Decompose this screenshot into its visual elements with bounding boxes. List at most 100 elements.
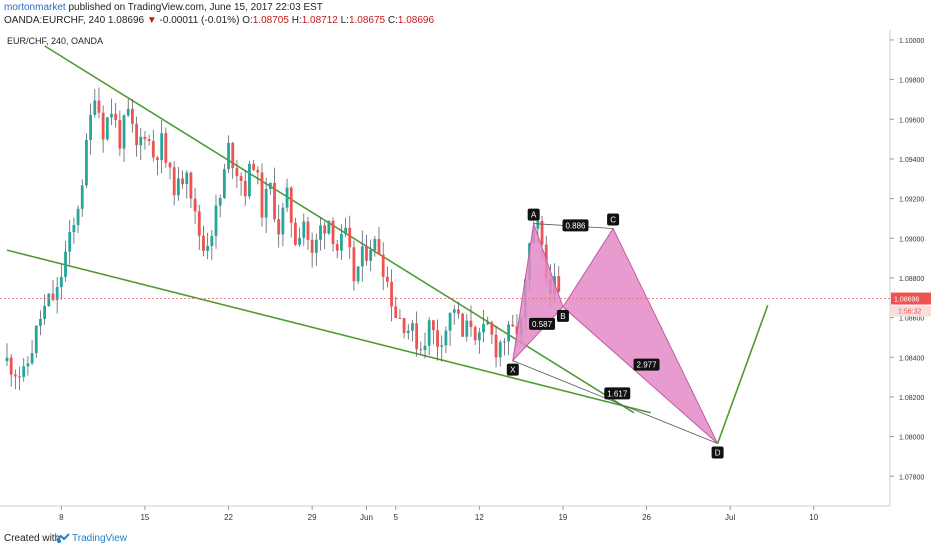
candle-body [448,312,452,331]
countdown-box [891,305,931,317]
ratio-label: 0.886 [565,221,586,230]
candle-body [34,325,38,354]
candle-body [557,276,561,292]
candle-body [385,276,389,282]
candle-body [503,341,506,343]
y-axis-tick-label: 1.10000 [899,38,924,45]
y-axis-tick-label: 1.09600 [899,117,924,124]
candle-body [331,220,335,245]
candle-body [68,232,72,252]
close-label: C: [387,15,398,26]
high-value: 1.08712 [301,15,338,26]
candle-body [143,136,147,140]
point-label-B: B [560,312,565,321]
candle-body [285,187,289,208]
candle-body [9,357,13,375]
candle-body [43,305,47,319]
candle-body [310,239,314,253]
candle-body [202,235,205,251]
high-label: H: [291,15,302,26]
y-axis-tick-label: 1.08000 [899,435,924,442]
author-link[interactable]: mortonmarket [4,2,66,13]
candle-body [394,306,398,318]
x-axis-tick-label: 10 [809,513,818,522]
x-axis-tick-label: 19 [558,513,567,522]
candle-body [314,239,318,253]
harmonic-bcd-triangle [562,227,719,444]
chart-background [0,30,932,528]
candle-body [47,293,51,306]
candle-body [469,320,473,328]
candle-body [252,163,256,170]
candle-body [465,320,469,337]
chart-header: mortonmarket published on TradingView.co… [0,0,932,30]
candle-body [176,178,180,196]
candle-body [511,324,515,327]
candle-body [5,357,9,362]
candle-body [243,180,247,197]
candle-body [415,323,419,350]
point-label-X: X [510,366,516,375]
candle-body [222,169,226,198]
candle-body [377,239,381,255]
candle-body [131,108,134,124]
y-axis-tick-label: 1.08400 [899,355,924,362]
ratio-label-box [529,317,556,330]
candle-body [431,320,435,331]
candle-body [319,225,322,240]
candle-body [72,225,76,233]
x-axis-tick-label: 22 [224,513,233,522]
candle-body [235,168,239,177]
candle-body [436,330,439,347]
price-chart[interactable]: EUR/CHF, 240, OANDA 1.10000 1.09800 1.09600… [0,30,932,528]
y-axis-tick-label: 1.08600 [899,316,924,323]
candle-body [486,322,490,325]
x-axis-tick-label: 5 [394,513,399,522]
ratio-label-box [562,219,589,232]
candle-body [461,313,465,337]
candle-body [206,246,210,251]
harmonic-xab-triangle [512,223,564,363]
y-axis-tick-label: 1.09000 [899,236,924,243]
candle-body [490,322,494,335]
down-arrow-icon: ▼ [146,15,157,26]
candle-body [390,281,393,307]
candle-body [147,139,151,142]
x-axis-tick-label: Jul [725,513,735,522]
candle-body [452,309,456,313]
candle-body [440,345,444,347]
candle-body [473,327,477,341]
candle-body [59,276,63,288]
x-axis-tick-label: 29 [308,513,317,522]
candle-body [210,235,214,247]
candle-body [281,207,285,235]
candle-body [151,141,155,158]
tradingview-brand[interactable]: TradingView [72,533,128,544]
candle-body [197,211,201,236]
candle-body [248,163,251,197]
y-axis-tick-label: 1.09200 [899,197,924,204]
candle-body [302,221,306,238]
open-value: 1.08705 [252,15,289,26]
candle-body [80,185,84,209]
candle-body [227,142,230,170]
ratio-label-box [604,387,631,400]
candle-body [406,330,410,334]
candle-body [218,197,222,206]
candle-body [160,133,164,160]
y-axis-tick-label: 1.08200 [899,395,924,402]
ratio-label-box [633,358,660,371]
candle-body [64,251,67,277]
candle-body [39,318,42,326]
last-price-label: 1.08696 [894,297,919,304]
candle-body [482,324,485,333]
candle-body [356,266,360,282]
projection-line [716,305,769,444]
candle-body [189,172,193,199]
point-label-D: D [715,449,721,458]
candle-body [340,233,343,251]
candle-body [327,220,331,234]
candle-body [13,374,17,377]
point-label-box [556,309,569,322]
created-with-label: Created with [4,533,61,544]
